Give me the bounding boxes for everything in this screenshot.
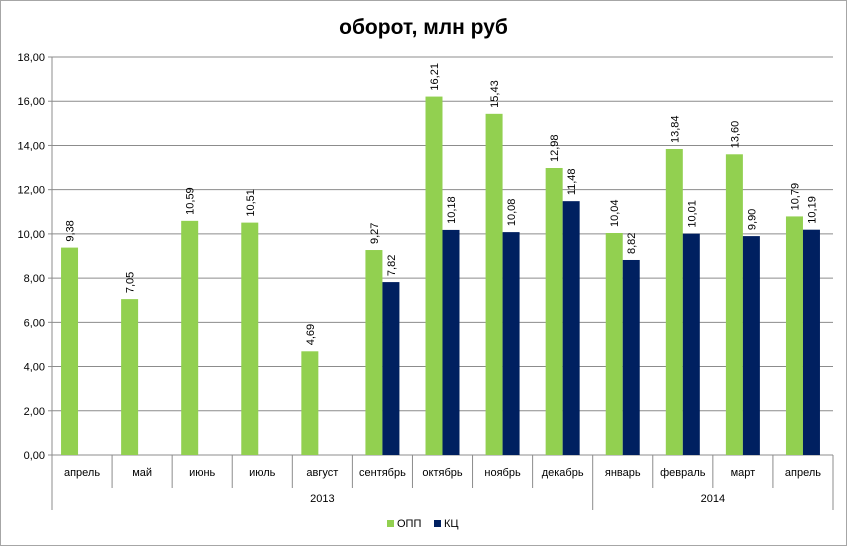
chart-title: оборот, млн руб [339, 16, 508, 39]
data-label: 10,04 [609, 199, 621, 227]
y-tick-label: 8,00 [24, 273, 45, 285]
y-tick-label: 14,00 [17, 140, 45, 152]
x-tick-label: март [731, 467, 756, 479]
data-label: 10,59 [185, 187, 197, 215]
data-label: 12,98 [549, 134, 561, 162]
x-tick-label: июнь [189, 467, 215, 479]
legend-label: КЦ [444, 518, 459, 530]
bar-opp [181, 220, 199, 455]
x-tick-label: ноябрь [484, 467, 521, 479]
x-tick-label: апрель [785, 467, 821, 479]
data-label: 13,60 [729, 121, 741, 149]
y-tick-label: 16,00 [17, 96, 45, 108]
bar-kc [742, 236, 760, 455]
x-tick-label: февраль [660, 467, 706, 479]
group-label: 2013 [310, 493, 334, 505]
bar-opp [241, 222, 259, 455]
data-label: 10,08 [506, 199, 518, 227]
bar-opp [605, 233, 623, 455]
data-label: 10,51 [245, 189, 257, 217]
bar-kc [442, 229, 460, 455]
bar-opp [61, 247, 79, 455]
data-label: 10,18 [446, 196, 458, 224]
data-label: 9,38 [65, 220, 77, 241]
bar-kc [562, 201, 580, 455]
legend-swatch [434, 520, 441, 527]
x-tick-label: январь [605, 467, 641, 479]
x-tick-label: сентябрь [359, 467, 406, 479]
data-label: 9,27 [369, 223, 381, 244]
x-tick-label: декабрь [542, 467, 584, 479]
group-label: 2014 [701, 493, 725, 505]
data-label: 8,82 [626, 233, 638, 254]
y-tick-label: 6,00 [24, 317, 45, 329]
y-tick-label: 4,00 [24, 362, 45, 374]
x-tick-label: май [132, 467, 152, 479]
x-tick-label: октябрь [422, 467, 462, 479]
y-tick-label: 12,00 [17, 185, 45, 197]
legend-swatch [387, 520, 394, 527]
y-tick-label: 18,00 [17, 52, 45, 64]
bar-opp [545, 167, 563, 455]
data-label: 13,84 [669, 115, 681, 143]
x-tick-label: июль [249, 467, 276, 479]
bar-opp [725, 154, 743, 456]
data-label: 10,79 [789, 183, 801, 211]
data-label: 16,21 [429, 63, 441, 91]
bar-kc [802, 229, 820, 455]
bar-kc [622, 259, 640, 455]
bar-opp [665, 148, 683, 455]
bar-kc [682, 233, 700, 455]
y-tick-label: 0,00 [24, 450, 45, 462]
y-tick-label: 2,00 [24, 406, 45, 418]
data-label: 7,05 [125, 272, 137, 293]
bar-opp [485, 113, 503, 455]
bar-opp [365, 250, 383, 455]
data-label: 4,69 [305, 324, 317, 345]
x-tick-label: апрель [64, 467, 100, 479]
bar-opp [785, 216, 803, 455]
data-label: 11,48 [566, 168, 578, 195]
bar-kc [382, 282, 400, 455]
data-label: 9,90 [746, 209, 758, 230]
bar-opp [301, 351, 319, 455]
bar-opp [121, 299, 139, 455]
data-label: 10,19 [806, 196, 818, 224]
legend-label: ОПП [397, 518, 421, 530]
y-tick-label: 10,00 [17, 229, 45, 241]
bar-opp [425, 96, 443, 455]
x-tick-label: август [306, 467, 338, 479]
data-label: 7,82 [386, 255, 398, 276]
bar-kc [502, 232, 520, 455]
data-label: 10,01 [686, 200, 698, 228]
data-label: 15,43 [489, 80, 501, 108]
